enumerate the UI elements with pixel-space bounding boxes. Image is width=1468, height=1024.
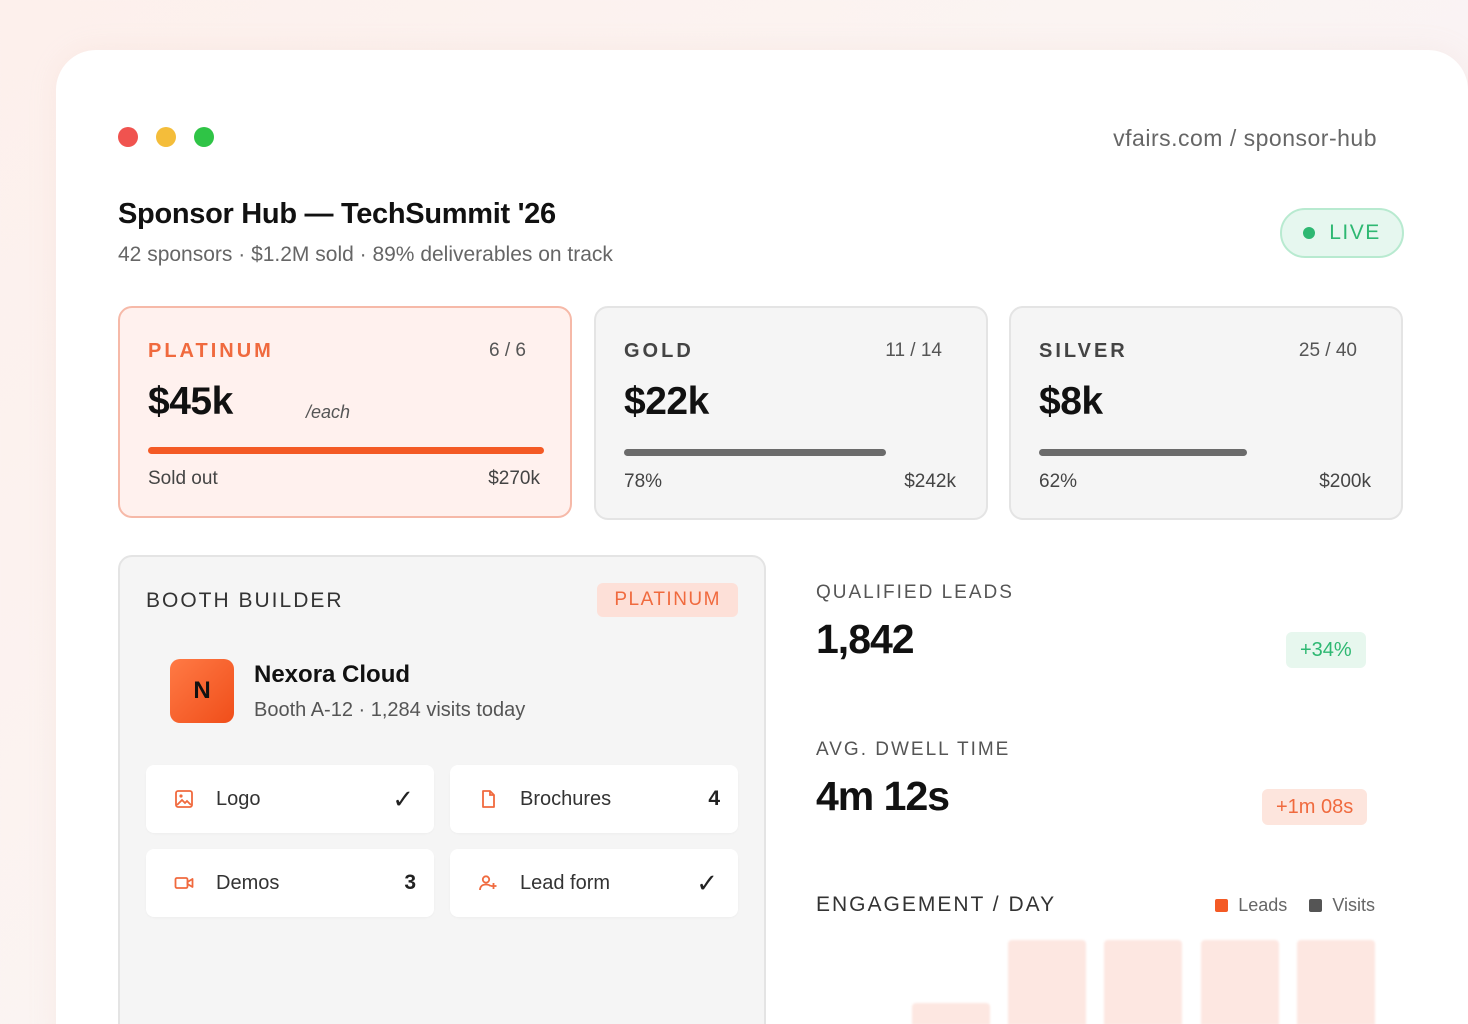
tier-price: $8k [1039, 380, 1103, 423]
dwell-label: AVG. DWELL TIME [816, 739, 1011, 760]
booth-tier-badge: PLATINUM [597, 583, 738, 617]
app-window: vfairs.com / sponsor-hub Sponsor Hub — T… [56, 50, 1468, 1024]
tier-card-silver[interactable]: SILVER 25 / 40 $8k 62% $200k [1009, 306, 1403, 520]
minimize-window-button[interactable] [156, 127, 176, 147]
tier-total: $200k [1319, 471, 1371, 492]
leads-delta-badge: +34% [1286, 632, 1366, 668]
legend-label: Leads [1238, 895, 1288, 915]
company-meta: Booth A-12 · 1,284 visits today [254, 699, 526, 721]
booth-item-count: 4 [708, 787, 720, 810]
chart-bar[interactable] [1104, 940, 1182, 1024]
tier-card-gold[interactable]: GOLD 11 / 14 $22k 78% $242k [594, 306, 988, 520]
page-subtitle: 42 sponsors · $1.2M sold · 89% deliverab… [118, 243, 613, 266]
live-status-badge: LIVE [1280, 208, 1404, 258]
tier-price: $45k [148, 380, 233, 423]
tier-progress-bar [624, 449, 960, 456]
check-icon: ✓ [392, 783, 414, 814]
tier-status: 62% [1039, 471, 1078, 492]
company-name: Nexora Cloud [254, 661, 411, 688]
tier-total: $270k [488, 468, 540, 489]
document-icon [482, 790, 495, 808]
url-bar[interactable]: vfairs.com / sponsor-hub [1113, 125, 1377, 151]
page-title: Sponsor Hub — TechSummit '26 [118, 198, 556, 230]
tier-progress-fill [148, 447, 544, 454]
legend-visits[interactable]: Visits [1309, 895, 1375, 916]
chart-bar[interactable] [1297, 940, 1375, 1024]
chart-legend: Leads Visits [1215, 895, 1375, 916]
maximize-window-button[interactable] [194, 127, 214, 147]
tier-progress-fill [624, 449, 887, 456]
check-icon: ✓ [696, 867, 718, 898]
booth-item-label: Lead form [520, 871, 611, 894]
leads-label: QUALIFIED LEADS [816, 582, 1014, 603]
engagement-chart [816, 930, 1378, 1024]
tier-name: PLATINUM [148, 340, 274, 362]
tier-count: 25 / 40 [1298, 340, 1357, 361]
tier-status: 78% [624, 471, 663, 492]
tier-price: $22k [624, 380, 709, 423]
booth-item-label: Demos [216, 871, 280, 894]
tier-count: 11 / 14 [885, 340, 942, 361]
image-icon [175, 790, 193, 808]
tier-card-platinum[interactable]: PLATINUM 6 / 6 $45k /each Sold out $270k [118, 306, 572, 518]
booth-item-lead-form[interactable]: Lead form ✓ [450, 849, 738, 917]
live-status-label: LIVE [1329, 221, 1381, 244]
legend-swatch-visits [1309, 899, 1323, 912]
legend-swatch-leads [1215, 899, 1229, 912]
tier-progress-bar [148, 447, 544, 454]
close-window-button[interactable] [118, 127, 138, 147]
tier-status: Sold out [148, 468, 218, 489]
company-avatar: N [170, 659, 234, 723]
live-dot-icon [1303, 227, 1316, 239]
chart-bar[interactable] [912, 1003, 990, 1024]
legend-label: Visits [1332, 895, 1375, 915]
engagement-title: ENGAGEMENT / DAY [816, 893, 1057, 916]
tier-total: $242k [904, 471, 956, 492]
legend-leads[interactable]: Leads [1215, 895, 1287, 916]
booth-item-label: Logo [216, 787, 261, 810]
chart-bar[interactable] [1008, 940, 1086, 1024]
video-icon [174, 877, 194, 889]
tier-name: SILVER [1039, 340, 1128, 362]
booth-builder-title: BOOTH BUILDER [146, 589, 344, 612]
tier-progress-fill [1039, 449, 1248, 456]
booth-item-label: Brochures [520, 787, 612, 810]
leads-value: 1,842 [816, 616, 915, 662]
booth-item-brochures[interactable]: Brochures 4 [450, 765, 738, 833]
tier-count: 6 / 6 [489, 340, 526, 361]
booth-item-count: 3 [404, 871, 416, 894]
tier-progress-bar [1039, 449, 1375, 456]
dwell-delta-badge: +1m 08s [1262, 789, 1368, 825]
window-controls [118, 127, 214, 147]
booth-item-logo[interactable]: Logo ✓ [146, 765, 434, 833]
tier-unit: /each [306, 402, 351, 422]
user-add-icon [479, 875, 497, 891]
dwell-value: 4m 12s [816, 773, 950, 819]
booth-item-demos[interactable]: Demos 3 [146, 849, 434, 917]
chart-bar[interactable] [1201, 940, 1279, 1024]
tier-name: GOLD [624, 340, 694, 362]
booth-builder-panel: BOOTH BUILDER PLATINUM N Nexora Cloud Bo… [118, 555, 766, 1024]
